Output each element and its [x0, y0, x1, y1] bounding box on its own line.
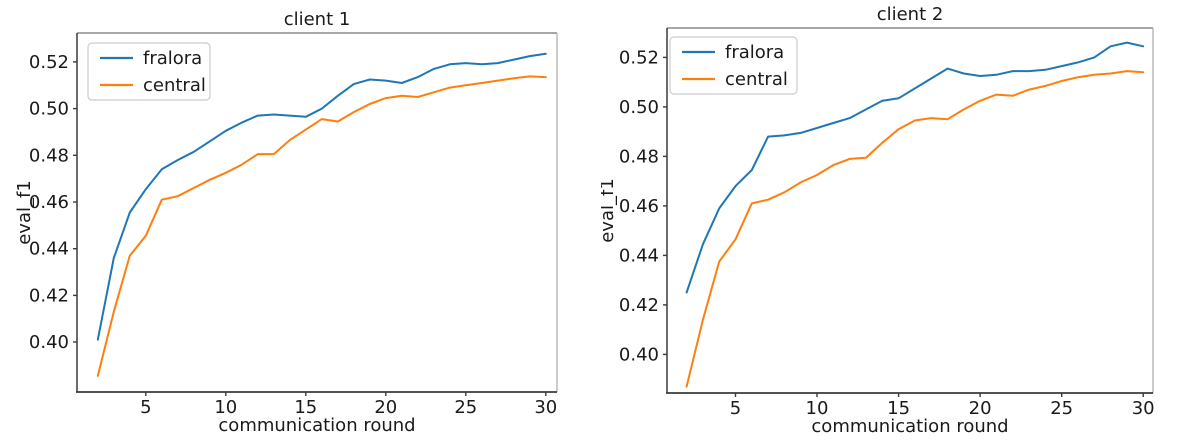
legend-label-fralora: fralora	[143, 48, 202, 69]
x-tick-label: 5	[140, 397, 151, 418]
y-axis-label: eval_f1	[14, 180, 35, 245]
x-tick-label: 15	[294, 397, 317, 418]
x-tick-label: 25	[454, 397, 477, 418]
chart-title: client 1	[284, 9, 351, 30]
x-tick-label: 10	[214, 397, 237, 418]
series-line-fralora	[96, 52, 547, 341]
x-tick-label: 20	[969, 398, 992, 419]
x-tick-label: 10	[806, 398, 829, 419]
legend-label-central: central	[143, 75, 206, 96]
chart-client-2: 5 10 15 20 25 30 0.40 0.42 0.44 0.46 0.48 0.50 0.52 c…	[601, 0, 1201, 448]
plot-svg-client-1: 5 10 15 20 25 30 0.40 0.42 0.44 0.46 0.48 0.50 0.52 c…	[14, 9, 558, 436]
y-tick-label: 0.44	[619, 245, 659, 266]
y-tick-label: 0.52	[29, 52, 69, 73]
x-axis-label: communication round	[218, 415, 415, 436]
series-line-central	[96, 75, 547, 377]
plot-svg-client-2: 5 10 15 20 25 30 0.40 0.42 0.44 0.46 0.48 0.50 0.52 c…	[601, 4, 1155, 437]
x-tick-label: 15	[887, 398, 910, 419]
y-tick-label: 0.48	[619, 146, 659, 167]
y-axis-label: eval_f1	[601, 178, 618, 243]
x-axis-label: communication round	[811, 416, 1008, 437]
x-tick-label: 25	[1050, 398, 1073, 419]
y-tick-label: 0.42	[29, 285, 69, 306]
y-tick-label: 0.40	[619, 344, 659, 365]
chart-title: client 2	[877, 4, 944, 25]
y-tick-label: 0.52	[619, 47, 659, 68]
x-tick-label: 30	[534, 397, 557, 418]
y-tick-label: 0.44	[29, 239, 69, 260]
x-tick-label: 20	[374, 397, 397, 418]
y-tick-label: 0.42	[619, 295, 659, 316]
y-tick-label: 0.46	[29, 192, 69, 213]
legend-label-fralora: fralora	[725, 42, 784, 63]
x-tick-label: 5	[730, 398, 741, 419]
legend-label-central: central	[725, 69, 788, 90]
chart-client-1: 5 10 15 20 25 30 0.40 0.42 0.44 0.46 0.48 0.50 0.52 c…	[0, 0, 600, 448]
series-line-central	[685, 70, 1145, 388]
series-line-fralora	[685, 41, 1145, 294]
y-tick-label: 0.46	[619, 196, 659, 217]
y-tick-label: 0.50	[29, 99, 69, 120]
x-tick-label: 30	[1132, 398, 1155, 419]
y-tick-label: 0.50	[619, 97, 659, 118]
y-tick-label: 0.48	[29, 145, 69, 166]
y-tick-label: 0.40	[29, 332, 69, 353]
